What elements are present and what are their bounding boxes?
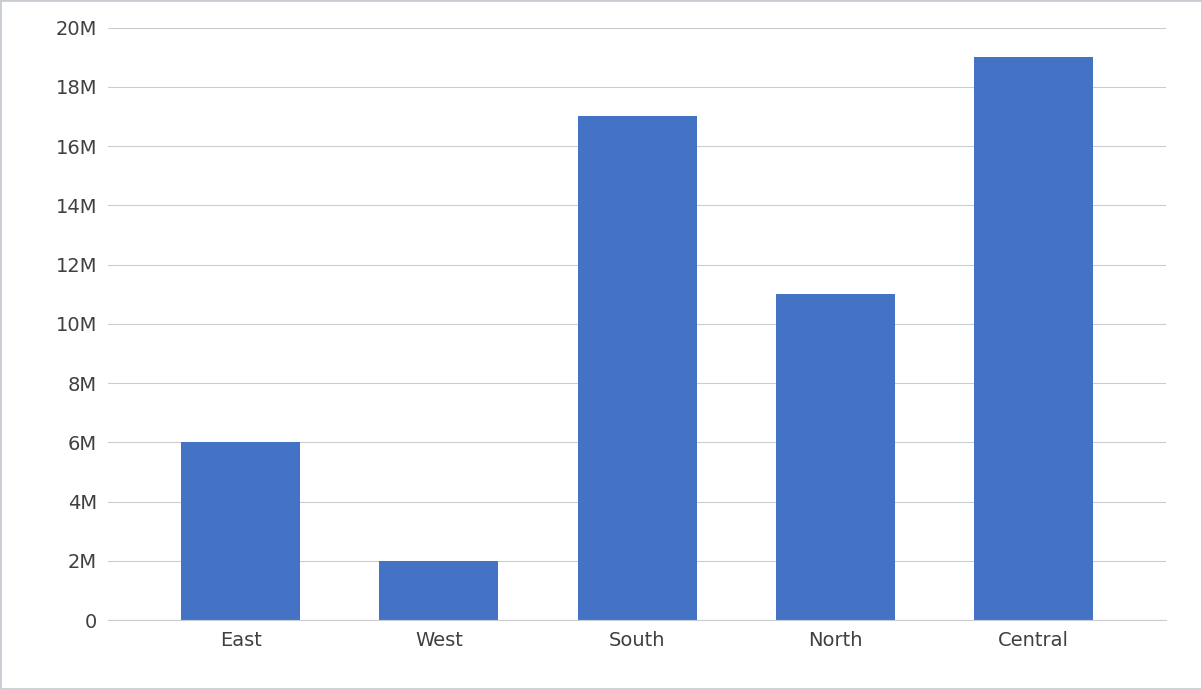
Bar — [775, 294, 894, 620]
Bar — [974, 57, 1093, 620]
Bar — [182, 442, 300, 620]
Bar — [380, 561, 499, 620]
Bar — [578, 116, 696, 620]
